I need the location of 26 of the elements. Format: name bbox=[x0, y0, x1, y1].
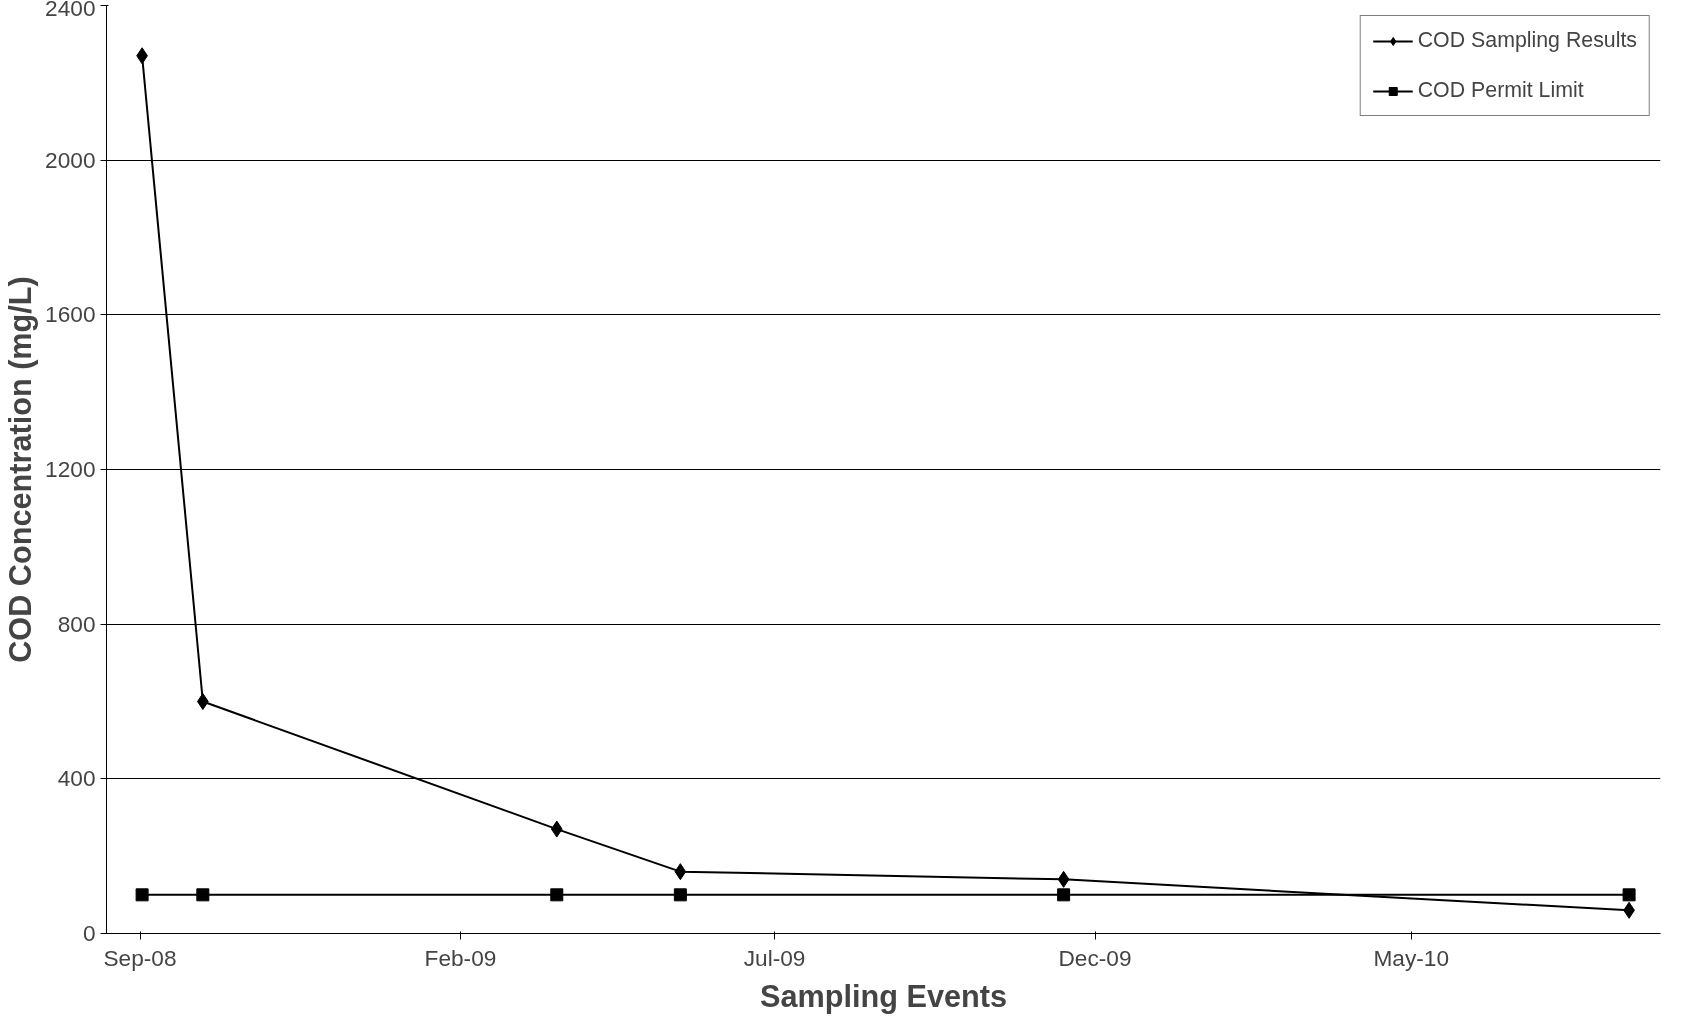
y-tick-label: 0 bbox=[82, 920, 96, 946]
point bbox=[550, 888, 564, 902]
y-tick-label: 400 bbox=[57, 765, 96, 792]
point bbox=[550, 820, 563, 838]
y-tick-label: 800 bbox=[57, 610, 96, 637]
y-tick-label: 1200 bbox=[45, 456, 96, 482]
x-axis-title: Sampling Events bbox=[759, 978, 1008, 1014]
point bbox=[1622, 888, 1636, 902]
y-tick-label: 2000 bbox=[45, 146, 96, 173]
point bbox=[673, 888, 687, 902]
point bbox=[196, 888, 210, 902]
point bbox=[1057, 888, 1071, 902]
legend-label: COD Permit Limit bbox=[1417, 78, 1584, 103]
y-tick-label: 1600 bbox=[45, 301, 96, 328]
x-tick-label: Dec-09 bbox=[1058, 944, 1132, 971]
point bbox=[1057, 870, 1070, 888]
x-tick-label: Sep-08 bbox=[103, 944, 177, 971]
legend-label: COD Sampling Results bbox=[1417, 28, 1637, 53]
x-tick-label: Jul-09 bbox=[743, 944, 806, 971]
y-tick-label: 2400 bbox=[45, 0, 96, 21]
x-tick-label: May-10 bbox=[1373, 944, 1450, 971]
y-axis-title: COD Concentration (mg/L) bbox=[3, 276, 39, 663]
point bbox=[674, 863, 687, 881]
x-tick-label: Feb-09 bbox=[424, 944, 497, 971]
point bbox=[135, 888, 149, 902]
point bbox=[197, 693, 209, 710]
